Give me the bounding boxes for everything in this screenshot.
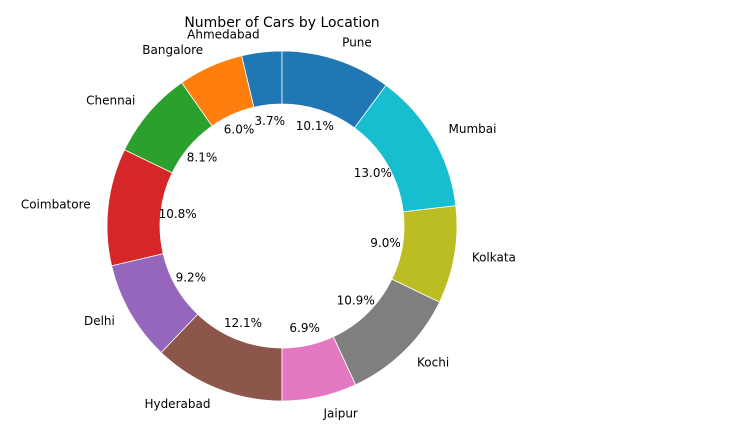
category-labels-group: Ahmedabad Bangalore Chennai Coimbatore Delhi…	[21, 27, 516, 420]
label-coimbatore: Coimbatore	[21, 197, 91, 211]
pct-coimbatore: 10.8%	[159, 207, 197, 221]
slice-pune	[281, 50, 387, 129]
label-delhi: Delhi	[84, 314, 115, 328]
label-kochi: Kochi	[417, 356, 449, 370]
pct-ahmedabad: 3.7%	[255, 114, 286, 128]
pct-mumbai: 13.0%	[354, 166, 392, 180]
label-bangalore: Bangalore	[142, 43, 203, 57]
pct-hyderabad: 12.1%	[224, 316, 262, 330]
pct-kolkata: 9.0%	[370, 236, 401, 250]
pct-chennai: 8.1%	[187, 150, 218, 164]
pct-jaipur: 6.9%	[289, 321, 320, 335]
label-pune: Pune	[342, 36, 372, 50]
label-jaipur: Jaipur	[322, 406, 357, 420]
slices-group	[106, 50, 458, 402]
chart-title: Number of Cars by Location	[184, 15, 379, 31]
label-chennai: Chennai	[86, 94, 135, 108]
pct-kochi: 10.9%	[337, 293, 375, 307]
percent-labels-group: 3.7%6.0% 8.1% 10.8% 9.2% 12.1% 6.9% 10.9% 9.0% 1…	[159, 114, 401, 335]
pct-bangalore: 6.0%	[224, 123, 255, 137]
label-ahmedabad: Ahmedabad	[187, 27, 259, 41]
label-mumbai: Mumbai	[449, 122, 497, 136]
pct-delhi: 9.2%	[176, 271, 207, 285]
label-hyderabad: Hyderabad	[144, 397, 210, 411]
pct-pune: 10.1%	[296, 119, 334, 133]
label-kolkata: Kolkata	[472, 250, 516, 264]
